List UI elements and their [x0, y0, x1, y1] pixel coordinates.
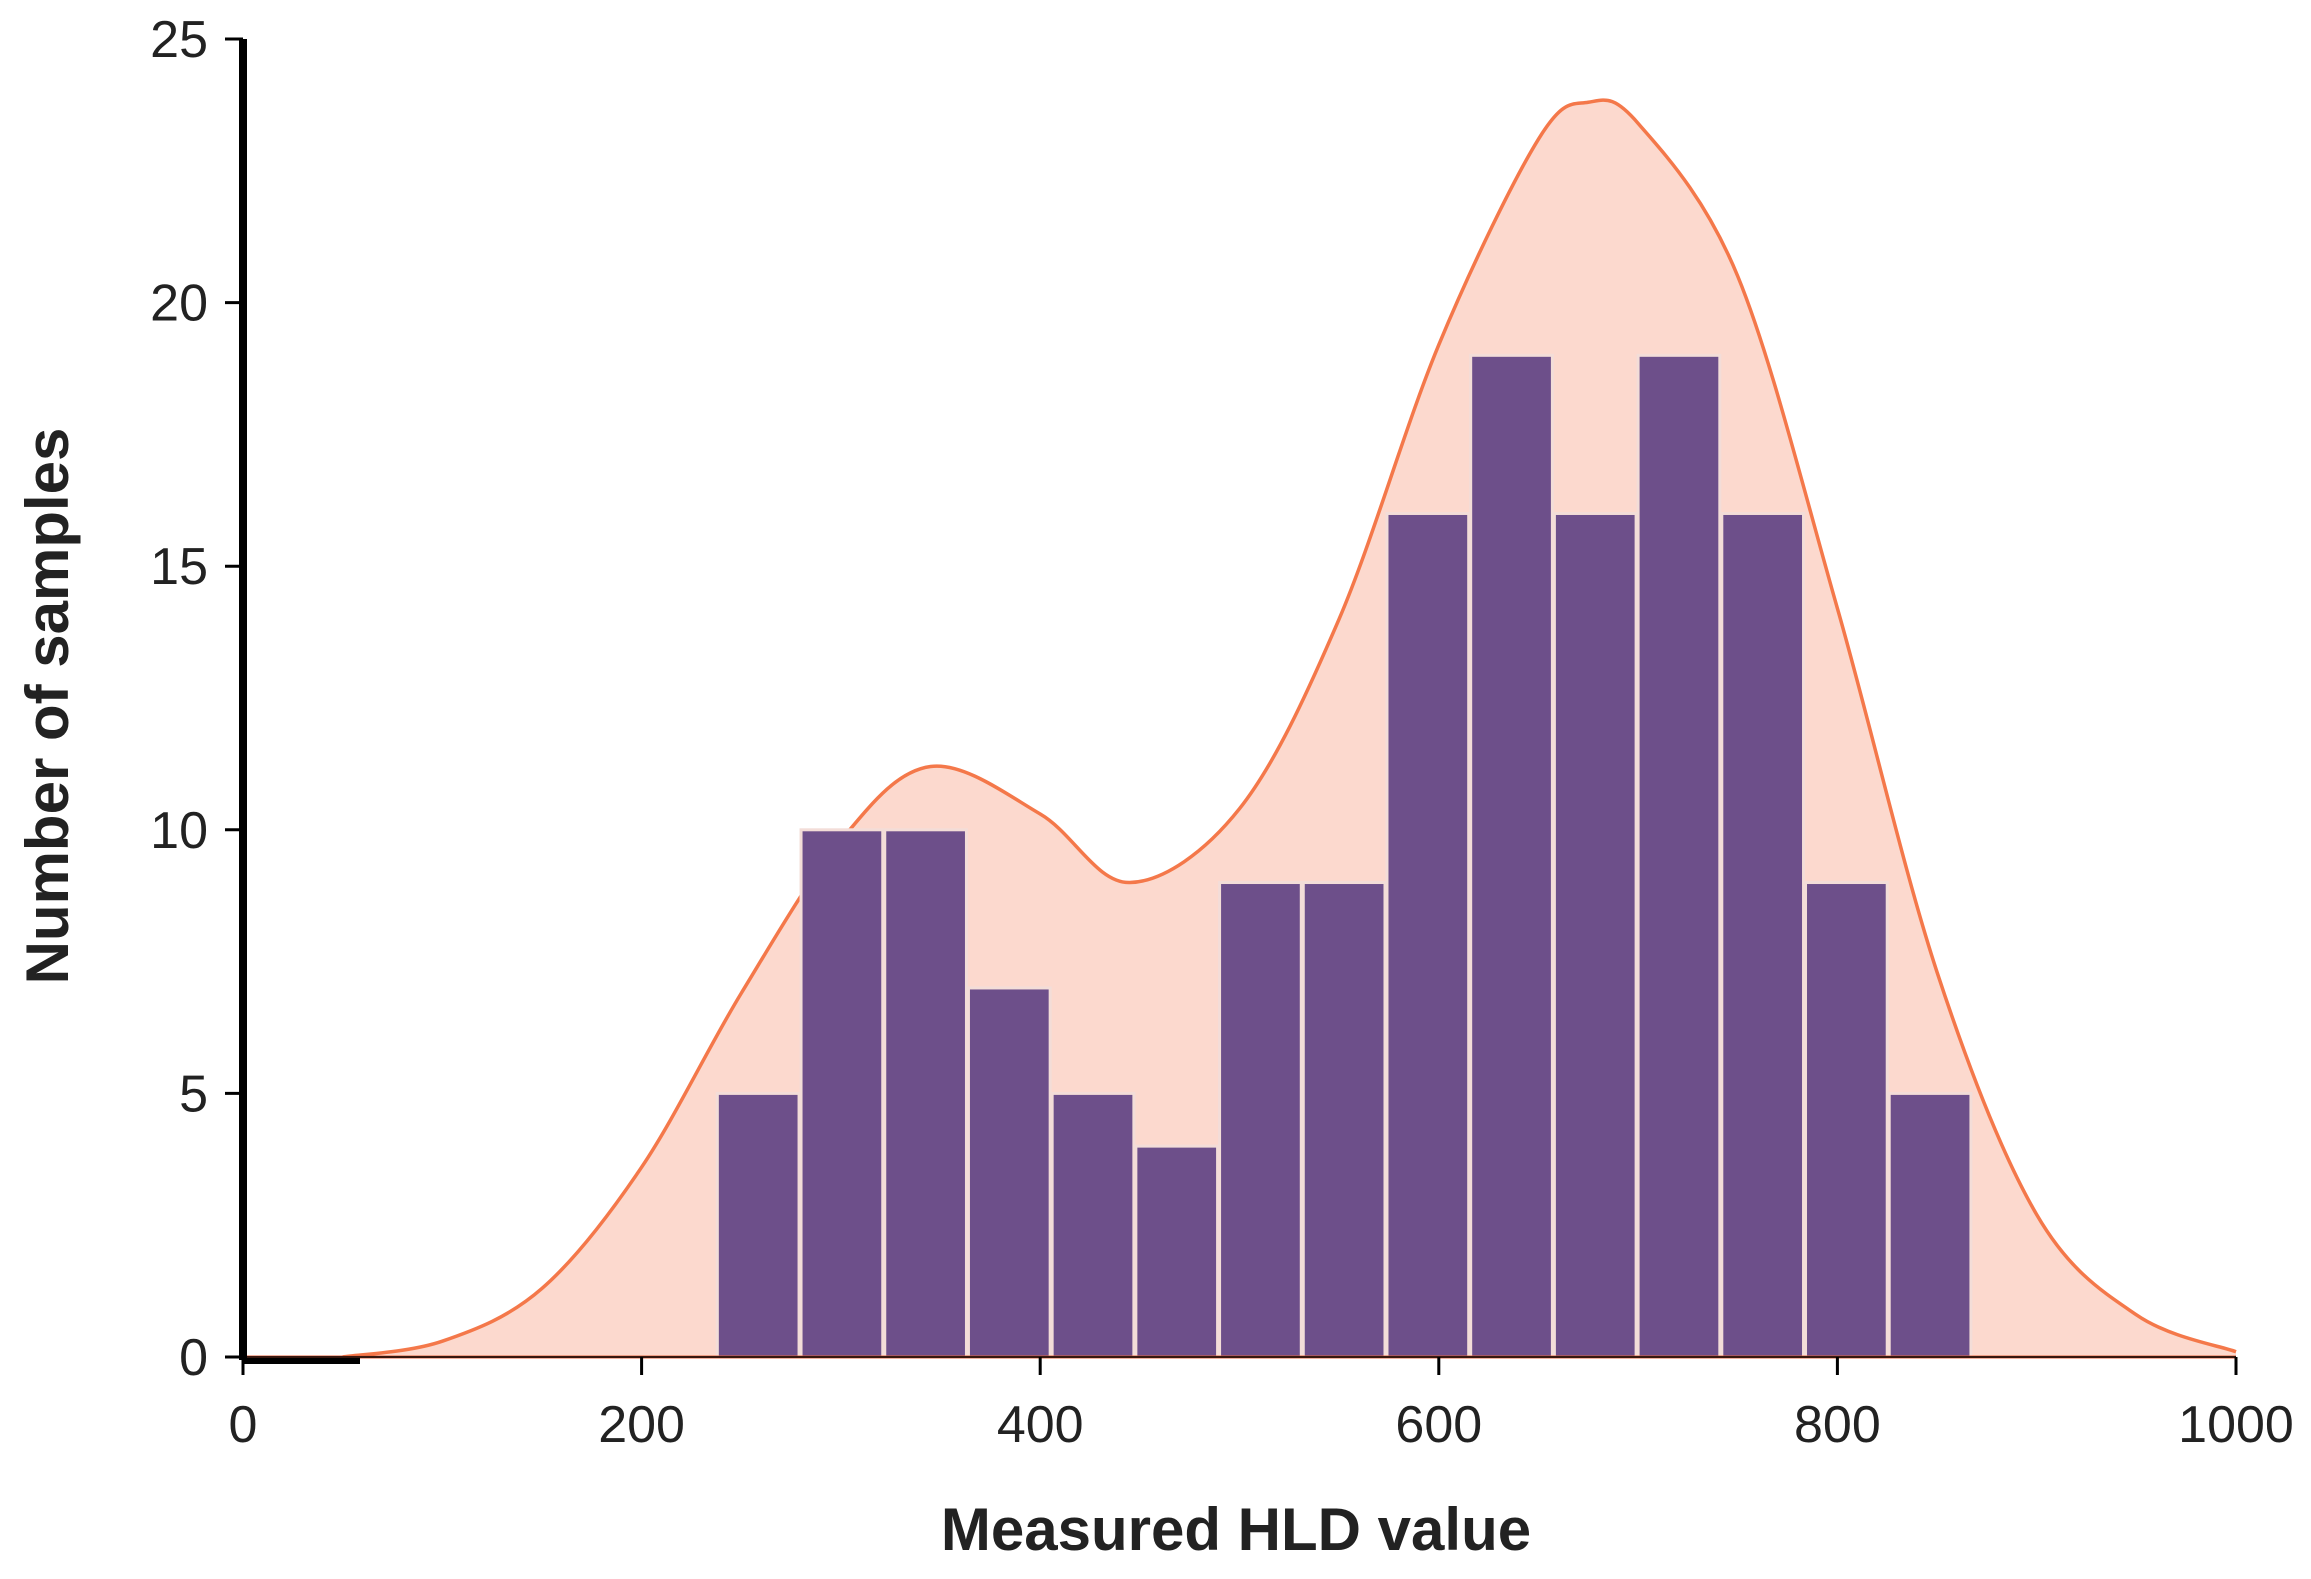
x-tick-label-1000: 1000 [2178, 1396, 2294, 1454]
y-tick-label-15: 15 [150, 538, 208, 596]
y-axis-title: Number of samples [14, 428, 81, 985]
histogram-bar-14 [1804, 881, 1889, 1359]
histogram-bar-2 [799, 828, 885, 1359]
axes-layer [239, 39, 2236, 1364]
bars-layer [715, 353, 1973, 1359]
x-tick-label-600: 600 [1395, 1396, 1482, 1454]
histogram-bar-5 [1050, 1091, 1136, 1359]
density-curve [342, 98, 2237, 1359]
x-tick-label-0: 0 [229, 1396, 258, 1454]
y-tick-label-25: 25 [150, 11, 208, 69]
histogram-bar-12 [1636, 353, 1722, 1359]
histogram-bar-8 [1301, 881, 1387, 1359]
histogram-bar-9 [1385, 511, 1471, 1359]
histogram-bar-3 [883, 828, 968, 1359]
x-axis-title: Measured HLD value [941, 1496, 1531, 1563]
histogram-bar-10 [1469, 353, 1554, 1359]
y-tick-label-10: 10 [150, 802, 208, 860]
histogram-bar-1 [715, 1091, 801, 1359]
x-tick-label-800: 800 [1794, 1396, 1881, 1454]
histogram-bar-13 [1720, 511, 1806, 1359]
y-tick-label-0: 0 [179, 1329, 208, 1387]
histogram-bar-6 [1134, 1144, 1220, 1359]
ticks-layer: 0 200 400 600 800 1000 0 5 10 15 20 25 [150, 11, 2294, 1454]
histogram-bar-4 [966, 986, 1052, 1359]
histogram-bar-7 [1218, 881, 1303, 1359]
histogram-bar-11 [1552, 511, 1638, 1359]
histogram-bar-15 [1887, 1091, 1973, 1359]
y-tick-label-5: 5 [179, 1065, 208, 1123]
y-tick-label-20: 20 [150, 275, 208, 333]
x-tick-label-200: 200 [598, 1396, 685, 1454]
x-tick-label-400: 400 [997, 1396, 1084, 1454]
